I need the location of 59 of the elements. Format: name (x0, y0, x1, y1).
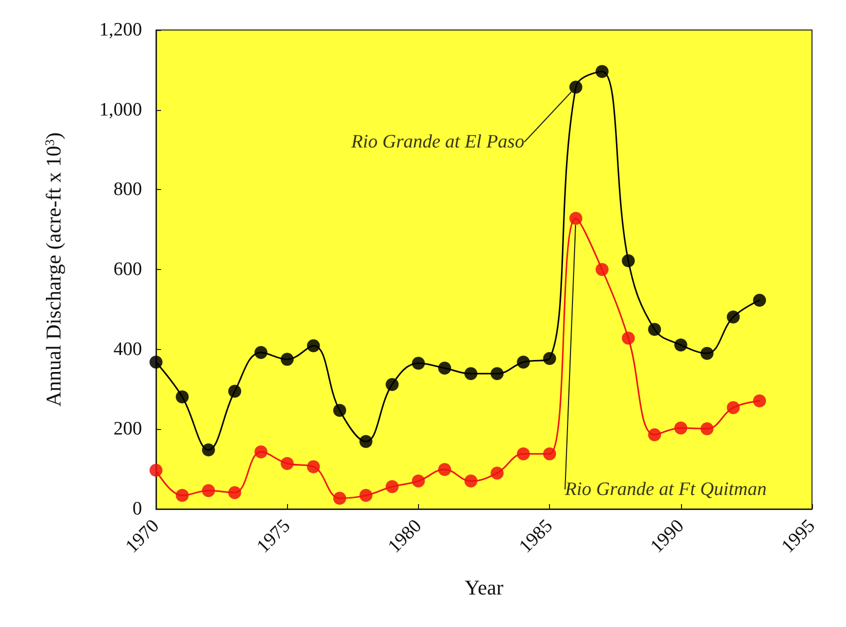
point (438, 462, 452, 476)
point (176, 390, 189, 404)
point (228, 486, 242, 500)
point (359, 488, 372, 502)
point (726, 401, 740, 414)
y-tick-label: 600 (114, 259, 142, 280)
point (202, 443, 215, 456)
point (254, 346, 268, 360)
point (622, 332, 635, 345)
y-tick-label: 1,200 (99, 20, 142, 40)
point (516, 356, 530, 369)
text: Rio Grande at El Paso (350, 132, 524, 153)
point (543, 447, 556, 460)
y-tick-label: 0 (132, 498, 142, 520)
point (490, 466, 504, 480)
point (674, 421, 688, 434)
point (622, 254, 635, 268)
point (228, 384, 242, 398)
point (176, 488, 189, 502)
point (280, 352, 294, 366)
point (306, 460, 320, 474)
point (700, 346, 714, 360)
point (150, 356, 162, 369)
point (254, 445, 268, 458)
point (596, 65, 609, 78)
series-label: Rio Grande at Ft Quitman (564, 478, 767, 500)
point (386, 378, 399, 391)
point (543, 352, 556, 366)
point (359, 435, 372, 448)
point (726, 310, 740, 324)
point (674, 338, 688, 352)
point (753, 294, 766, 307)
point (490, 367, 504, 380)
y-axis-title: Annual Discharge (acre-ft x 103) (42, 132, 66, 407)
point (412, 474, 425, 488)
point (464, 367, 478, 380)
y-tick-label: 1,000 (99, 99, 142, 120)
point (596, 263, 609, 276)
y-tick-label: 400 (114, 338, 142, 360)
point (438, 362, 452, 375)
point (280, 457, 294, 470)
point (648, 322, 662, 336)
point (753, 394, 766, 408)
point (333, 492, 346, 505)
x-axis-title: Year (464, 576, 504, 600)
point (150, 464, 162, 477)
point (569, 80, 582, 94)
point (464, 474, 478, 488)
point (386, 480, 399, 494)
y-tick-label: 800 (114, 179, 142, 200)
point (202, 484, 215, 498)
point (648, 428, 662, 442)
point (412, 356, 425, 370)
point (516, 447, 530, 460)
point (569, 212, 582, 225)
y-tick-label: 200 (114, 418, 142, 440)
point (700, 422, 714, 436)
point (306, 339, 320, 352)
point (333, 404, 346, 417)
